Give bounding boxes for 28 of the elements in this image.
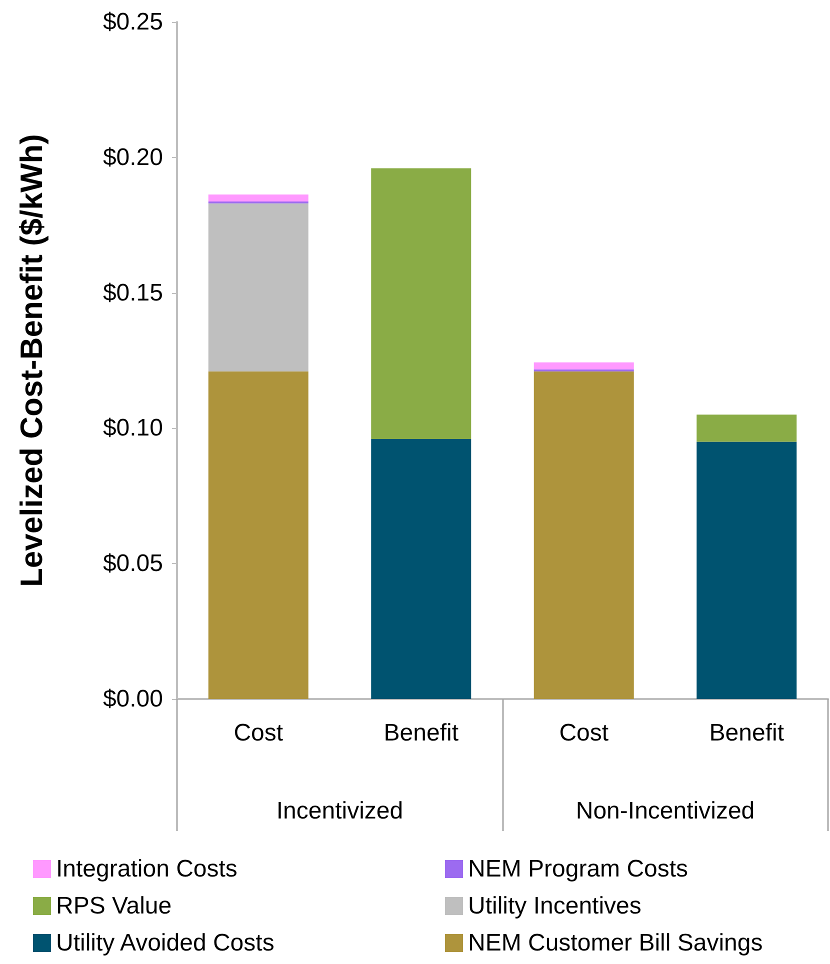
x-tick-label: Cost (559, 720, 609, 746)
legend-label: Utility Incentives (468, 892, 642, 920)
bar (534, 362, 634, 370)
x-tick-label: Benefit (384, 720, 459, 746)
bar (371, 439, 472, 699)
y-tick-label: $0.25 (102, 8, 163, 36)
y-axis-title: Levelized Cost-Benefit ($/kWh) (14, 134, 49, 587)
bar (696, 442, 797, 699)
legend-label: Integration Costs (56, 856, 238, 882)
y-tick-label: $0.00 (102, 686, 163, 712)
legend-label: RPS Value (56, 892, 172, 920)
y-tick-label: $0.10 (102, 414, 163, 442)
bar (371, 168, 472, 440)
text: Non-Incentivized (576, 798, 755, 824)
bar (208, 371, 308, 699)
legend-label: NEM Program Costs (468, 856, 688, 882)
bar (534, 371, 634, 699)
legend-label: NEM Customer Bill Savings (468, 930, 763, 956)
x-tick-label: Benefit (709, 720, 784, 746)
y-tick-label: $0.15 (102, 279, 163, 306)
bar (208, 194, 308, 202)
x-tick-label: Cost (234, 720, 284, 746)
y-tick-label: $0.05 (102, 550, 163, 578)
y-tick-label: $0.20 (102, 144, 163, 171)
text: Incentivized (276, 798, 404, 824)
bar (696, 414, 797, 442)
bar (208, 203, 308, 372)
legend-label: Utility Avoided Costs (56, 930, 274, 956)
